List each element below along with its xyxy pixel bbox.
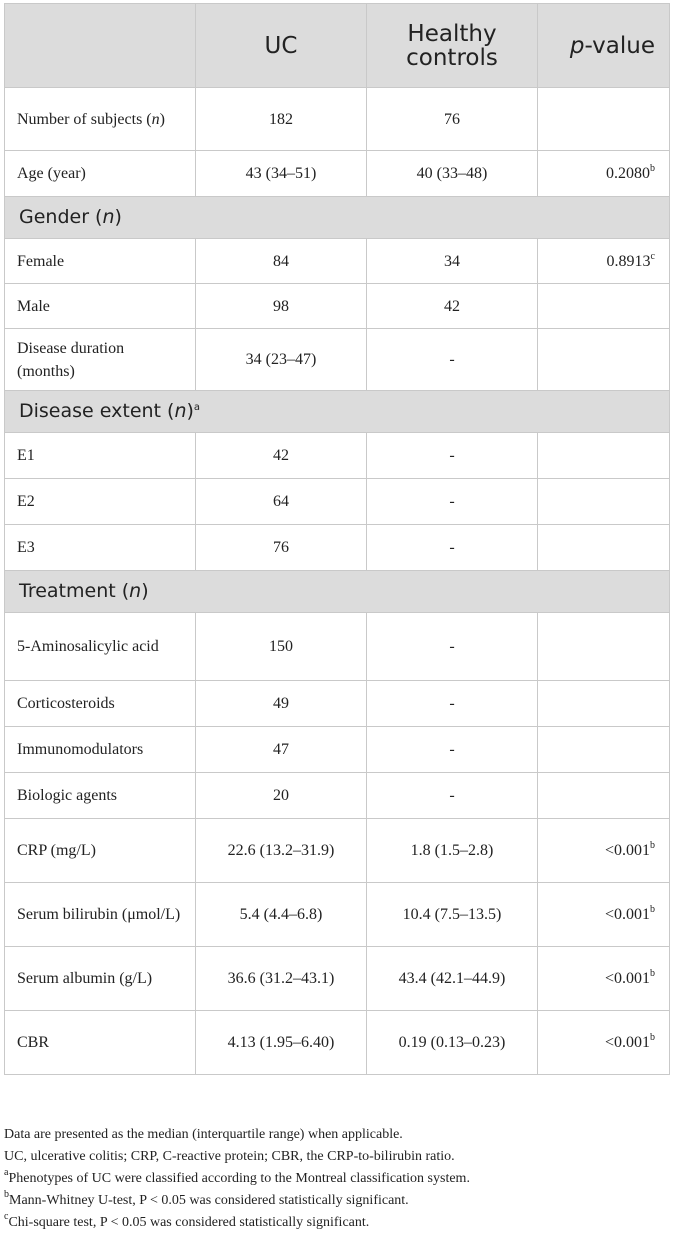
row-label: Female (4, 238, 196, 284)
uc-value: 182 (195, 87, 367, 151)
p-value: 0.8913c (537, 238, 670, 284)
hc-value: 10.4 (7.5–13.5) (366, 882, 538, 947)
uc-value: 34 (23–47) (195, 328, 367, 391)
table-row: Biologic agents 20 - (4, 772, 670, 819)
section-row-gender: Gender (n) (4, 196, 670, 239)
p-value (537, 680, 670, 727)
uc-value: 64 (195, 478, 367, 525)
hc-value: - (366, 680, 538, 727)
hc-value: 40 (33–48) (366, 150, 538, 197)
uc-value: 84 (195, 238, 367, 284)
table-footnotes: Data are presented as the median (interq… (4, 1124, 669, 1234)
table-row: CRP (mg/L) 22.6 (13.2–31.9) 1.8 (1.5–2.8… (4, 818, 670, 883)
footnote-line: Data are presented as the median (interq… (4, 1127, 403, 1142)
row-label: CRP (mg/L) (4, 818, 196, 883)
row-label: Number of subjects (n) (4, 87, 196, 151)
table-row: E2 64 - (4, 478, 670, 525)
header-uc: UC (195, 3, 367, 88)
footnote-line: UC, ulcerative colitis; CRP, C-reactive … (4, 1149, 455, 1164)
uc-value: 4.13 (1.95–6.40) (195, 1010, 367, 1075)
row-label: Disease duration (months) (4, 328, 196, 391)
p-value: <0.001b (537, 946, 670, 1011)
uc-value: 22.6 (13.2–31.9) (195, 818, 367, 883)
row-label: Serum bilirubin (μmol/L) (4, 882, 196, 947)
uc-value: 42 (195, 432, 367, 479)
p-value: <0.001b (537, 818, 670, 883)
table-row: Corticosteroids 49 - (4, 680, 670, 727)
table-row: Serum albumin (g/L) 36.6 (31.2–43.1) 43.… (4, 946, 670, 1011)
p-value: <0.001b (537, 882, 670, 947)
hc-value: - (366, 328, 538, 391)
section-title: Treatment (n) (4, 570, 670, 613)
table-row: Immunomodulators 47 - (4, 726, 670, 773)
section-row-disease-extent: Disease extent (n)a (4, 390, 670, 433)
row-label: E1 (4, 432, 196, 479)
hc-value: - (366, 612, 538, 681)
row-label: Serum albumin (g/L) (4, 946, 196, 1011)
hc-value: 42 (366, 283, 538, 329)
footnote-c: cChi-square test, P < 0.05 was considere… (4, 1211, 370, 1231)
table-row: Number of subjects (n) 182 76 (4, 87, 670, 151)
uc-value: 98 (195, 283, 367, 329)
table-row: Serum bilirubin (μmol/L) 5.4 (4.4–6.8) 1… (4, 882, 670, 947)
header-healthy-controls: Healthy controls (366, 3, 538, 88)
uc-value: 5.4 (4.4–6.8) (195, 882, 367, 947)
footnote-b: bMann-Whitney U-test, P < 0.05 was consi… (4, 1189, 409, 1209)
hc-value: - (366, 726, 538, 773)
hc-value: 1.8 (1.5–2.8) (366, 818, 538, 883)
characteristics-table: UC Healthy controls p-value Number of su… (4, 3, 670, 1075)
p-value (537, 328, 670, 391)
uc-value: 150 (195, 612, 367, 681)
hc-value: - (366, 432, 538, 479)
p-value (537, 524, 670, 571)
p-value (537, 612, 670, 681)
table-row: Female 84 34 0.8913c (4, 238, 670, 284)
uc-value: 49 (195, 680, 367, 727)
hc-value: - (366, 524, 538, 571)
table-row: Male 98 42 (4, 283, 670, 329)
uc-value: 43 (34–51) (195, 150, 367, 197)
row-label: Corticosteroids (4, 680, 196, 727)
row-label: 5-Aminosalicylic acid (4, 612, 196, 681)
row-label: Immunomodulators (4, 726, 196, 773)
row-label: Male (4, 283, 196, 329)
section-title: Disease extent (n)a (4, 390, 670, 433)
table-header-row: UC Healthy controls p-value (4, 3, 670, 88)
row-label: Age (year) (4, 150, 196, 197)
p-value (537, 772, 670, 819)
header-p-value: p-value (537, 3, 670, 88)
table-row: Age (year) 43 (34–51) 40 (33–48) 0.2080b (4, 150, 670, 197)
uc-value: 20 (195, 772, 367, 819)
table-row: Disease duration (months) 34 (23–47) - (4, 328, 670, 391)
table-row: 5-Aminosalicylic acid 150 - (4, 612, 670, 681)
row-label: E3 (4, 524, 196, 571)
row-label: CBR (4, 1010, 196, 1075)
p-value: 0.2080b (537, 150, 670, 197)
p-value (537, 87, 670, 151)
p-value (537, 432, 670, 479)
table-row: E3 76 - (4, 524, 670, 571)
hc-value: - (366, 478, 538, 525)
p-value (537, 283, 670, 329)
uc-value: 47 (195, 726, 367, 773)
row-label: Biologic agents (4, 772, 196, 819)
hc-value: - (366, 772, 538, 819)
hc-value: 76 (366, 87, 538, 151)
uc-value: 36.6 (31.2–43.1) (195, 946, 367, 1011)
header-empty-cell (4, 3, 196, 88)
section-row-treatment: Treatment (n) (4, 570, 670, 613)
p-value: <0.001b (537, 1010, 670, 1075)
table-row: CBR 4.13 (1.95–6.40) 0.19 (0.13–0.23) <0… (4, 1010, 670, 1075)
hc-value: 43.4 (42.1–44.9) (366, 946, 538, 1011)
uc-value: 76 (195, 524, 367, 571)
p-value (537, 478, 670, 525)
hc-value: 0.19 (0.13–0.23) (366, 1010, 538, 1075)
section-title: Gender (n) (4, 196, 670, 239)
table-row: E1 42 - (4, 432, 670, 479)
hc-value: 34 (366, 238, 538, 284)
row-label: E2 (4, 478, 196, 525)
p-value (537, 726, 670, 773)
footnote-a: aPhenotypes of UC were classified accord… (4, 1167, 470, 1187)
